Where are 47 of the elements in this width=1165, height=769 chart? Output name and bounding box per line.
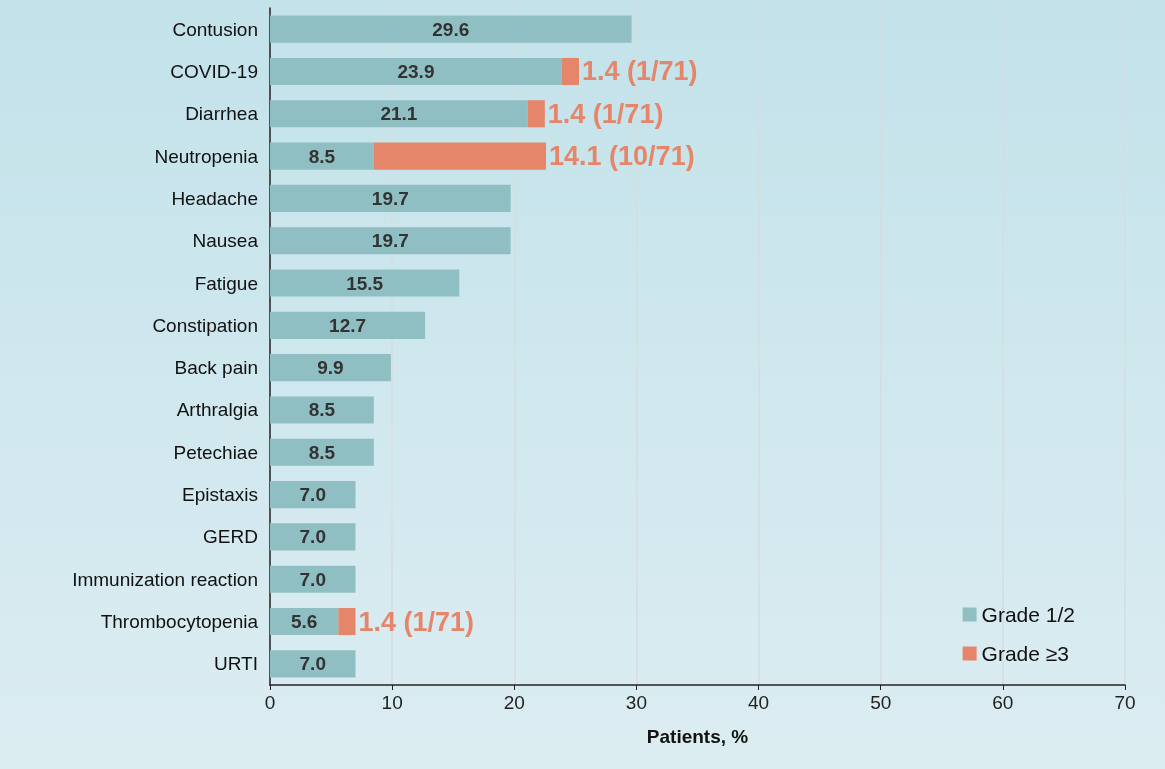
y-tick-label: Back pain — [174, 357, 258, 379]
y-tick-label: Petechiae — [173, 441, 258, 463]
y-tick-label: Neutropenia — [154, 145, 259, 167]
y-tick-label: Headache — [171, 187, 258, 209]
data-label: 29.6 — [432, 18, 470, 40]
data-label: 8.5 — [308, 441, 336, 463]
data-label: 7.0 — [299, 653, 326, 675]
x-tick-label: 10 — [381, 692, 403, 713]
y-tick-label: COVID-19 — [170, 60, 258, 82]
data-label: 12.7 — [329, 314, 367, 336]
legend-label: Grade 1/2 — [981, 603, 1076, 626]
data-label: 19.7 — [371, 230, 409, 252]
y-tick-label: GERD — [203, 526, 258, 548]
x-tick-label: 20 — [503, 692, 525, 713]
x-tick-label: 30 — [625, 692, 647, 713]
x-tick-label: 40 — [748, 692, 770, 713]
y-tick-label: Nausea — [192, 230, 259, 252]
data-label: 5.6 — [290, 611, 318, 633]
y-tick-label: Diarrhea — [185, 103, 259, 125]
y-tick-label: Epistaxis — [181, 484, 258, 506]
y-tick-label: Arthralgia — [176, 399, 259, 421]
x-tick-label: 70 — [1114, 692, 1136, 713]
data-label: 1.4 (1/71) — [358, 606, 475, 637]
data-label: 14.1 (10/71) — [549, 141, 695, 172]
data-label: 1.4 (1/71) — [582, 56, 698, 87]
y-tick-label: URTI — [214, 653, 258, 675]
data-label: 8.5 — [308, 145, 336, 167]
y-tick-label: Fatigue — [194, 272, 258, 294]
y-tick-label: Immunization reaction — [72, 568, 258, 590]
y-tick-label: Contusion — [172, 18, 258, 40]
data-label: 1.4 (1/71) — [547, 98, 664, 129]
data-label: 23.9 — [397, 60, 435, 82]
data-label: 7.0 — [299, 568, 326, 590]
data-label: 7.0 — [299, 484, 326, 506]
data-label: 15.5 — [346, 272, 384, 294]
x-axis-title: Patients, % — [646, 726, 749, 747]
data-label: 9.9 — [317, 357, 344, 379]
y-tick-label: Thrombocytopenia — [100, 611, 259, 633]
data-label: 7.0 — [299, 526, 326, 548]
data-label: 8.5 — [308, 399, 336, 421]
data-label: 21.1 — [380, 103, 418, 125]
data-label: 19.7 — [371, 187, 409, 209]
x-tick-label: 0 — [264, 692, 276, 713]
legend-label: Grade ≥3 — [981, 642, 1070, 665]
x-tick-label: 60 — [992, 692, 1014, 713]
x-tick-label: 50 — [870, 692, 892, 713]
y-tick-label: Constipation — [152, 314, 258, 336]
